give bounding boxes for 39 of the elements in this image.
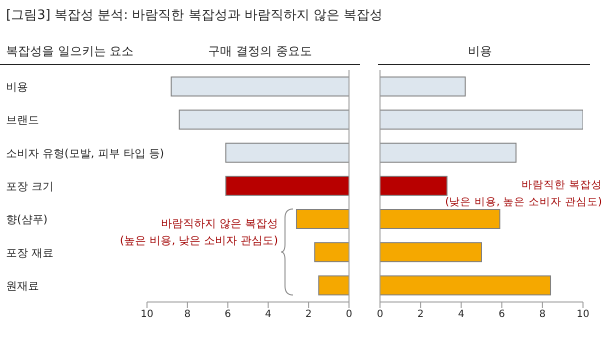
annotation: 바람직하지 않은 복잡성 (높은 비용, 낮은 소비자 관심도) (120, 216, 278, 249)
annotation: 바람직한 복잡성 (낮은 비용, 높은 소비자 관심도) (445, 178, 602, 210)
y-tick-label: 향(샴푸) (6, 213, 48, 226)
chart-subtitle: 구매 결정의 중요도 (207, 43, 313, 60)
x-tick-label: 8 (184, 309, 191, 320)
bar (225, 176, 349, 196)
x-tick-label: 4 (265, 309, 272, 320)
x-tick-label: 6 (224, 309, 231, 320)
bar (225, 142, 349, 163)
x-tick-label: 0 (376, 309, 384, 320)
y-tick-label: 포장 크기 (6, 180, 54, 193)
x-tick-label: 2 (305, 309, 312, 320)
y-axis-title: 복잡성을 일으키는 요소 (6, 43, 134, 60)
y-tick-label: 포장 재료 (6, 246, 54, 260)
y-tick-label: 비용 (6, 80, 28, 94)
bar (178, 110, 349, 130)
x-tick-label: 8 (539, 309, 546, 320)
bar (380, 209, 500, 230)
bar (380, 242, 482, 262)
y-tick-label: 원재료 (6, 279, 39, 292)
x-tick-label: 0 (346, 309, 352, 320)
y-tick-label: 브랜드 (6, 114, 39, 127)
bar (314, 242, 349, 262)
bar (380, 142, 517, 163)
x-tick-label: 6 (498, 309, 505, 320)
bar (296, 209, 349, 230)
x-tick-label: 10 (140, 309, 154, 320)
bar (318, 275, 349, 296)
bar (170, 76, 349, 96)
x-tick-label: 10 (576, 309, 590, 320)
x-tick-label: 4 (458, 309, 464, 320)
x-tick-label: 2 (417, 309, 424, 320)
chart-title: [그림3] 복잡성 분석: 바람직한 복잡성과 바람직하지 않은 복잡성 (6, 7, 383, 24)
bar (380, 76, 466, 96)
bar (380, 275, 552, 296)
chart-title: 비용 (467, 43, 493, 60)
y-tick-label: 소비자 유형(모발, 피부 타입 등) (6, 146, 164, 160)
bar (380, 110, 583, 130)
bar (380, 176, 448, 196)
